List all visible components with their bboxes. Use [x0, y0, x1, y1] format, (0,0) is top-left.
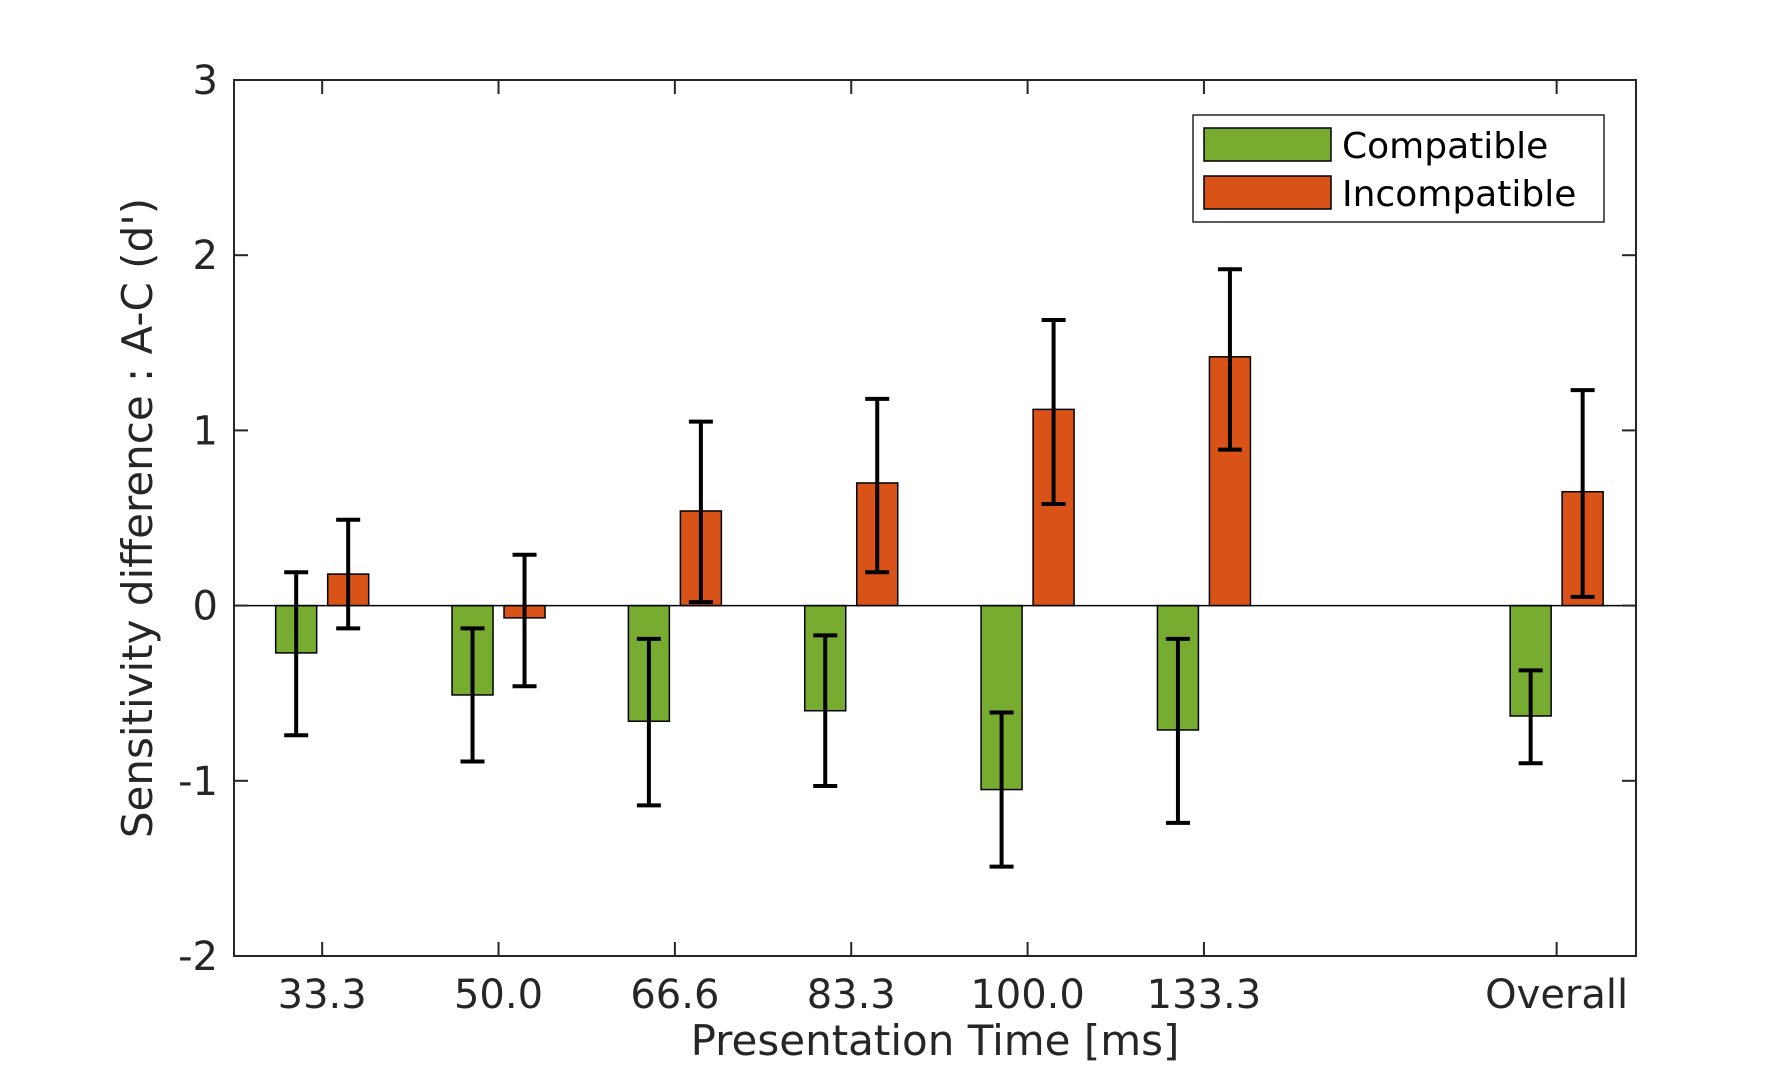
error-bar-incompatible-83-3 — [865, 396, 890, 575]
error-bar-compatible-50-0 — [460, 626, 485, 764]
error-bar-compatible-overall — [1518, 668, 1543, 766]
error-bar-compatible-133-3 — [1165, 636, 1190, 825]
error-bars-layer — [284, 267, 1595, 869]
x-axis-label: Presentation Time [ms] — [691, 1016, 1180, 1065]
y-tick-label-0: 0 — [193, 584, 218, 630]
error-bar-incompatible-33-3 — [336, 517, 361, 631]
y-tick-label-minus2: -2 — [178, 934, 218, 980]
error-bar-compatible-33-3 — [284, 570, 309, 738]
error-bar-incompatible-133-3 — [1217, 267, 1242, 452]
error-bar-incompatible-100-0 — [1041, 318, 1066, 506]
legend-swatch-incompatible — [1203, 175, 1332, 210]
x-tick-label-100-0: 100.0 — [970, 972, 1085, 1018]
legend-swatch-compatible — [1203, 127, 1332, 162]
error-bar-incompatible-50-0 — [512, 552, 537, 689]
y-tick-label-minus1: -1 — [178, 759, 218, 805]
legend-label-compatible: Compatible — [1342, 126, 1548, 167]
y-tick-label-3: 3 — [193, 58, 218, 104]
error-bar-compatible-66-6 — [636, 636, 661, 808]
plot-frame — [233, 79, 1637, 957]
y-tick-label-2: 2 — [193, 233, 218, 279]
error-bar-incompatible-overall — [1570, 388, 1595, 599]
error-bar-incompatible-66-6 — [688, 419, 713, 605]
x-tick-label-133-3: 133.3 — [1147, 972, 1262, 1018]
error-bar-compatible-100-0 — [989, 710, 1014, 869]
y-axis-label: Sensitivity difference : A-C (d') — [113, 198, 162, 838]
legend: Compatible Incompatible — [1192, 114, 1605, 223]
bar-incompatible-133-3 — [1208, 356, 1252, 607]
x-tick-label-33-3: 33.3 — [278, 972, 367, 1018]
x-tick-label-66-6: 66.6 — [630, 972, 719, 1018]
y-tick-label-1: 1 — [193, 408, 218, 454]
x-tick-label-50-0: 50.0 — [454, 972, 543, 1018]
error-bar-compatible-83-3 — [813, 633, 838, 789]
legend-label-incompatible: Incompatible — [1342, 174, 1576, 215]
ticks-layer: 33.3 50.0 66.6 83.3 100.0 133.3 Overall -2 -1 0 1 2… — [178, 58, 1636, 1018]
plot-area — [234, 80, 1636, 956]
x-tick-label-83-3: 83.3 — [807, 972, 896, 1018]
x-tick-label-overall: Overall — [1485, 972, 1628, 1018]
